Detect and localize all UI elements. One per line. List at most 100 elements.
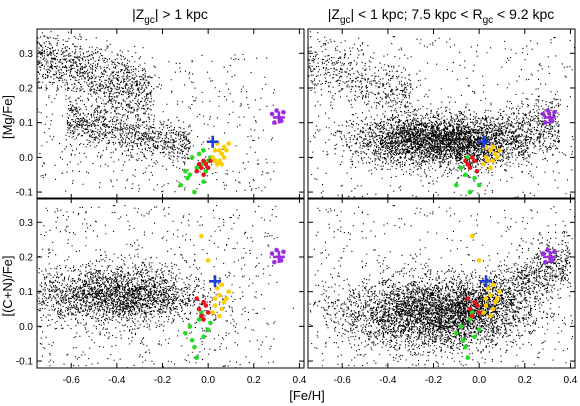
- data-point: [483, 155, 489, 160]
- cross-marker: [272, 111, 285, 124]
- data-point: [278, 258, 284, 263]
- data-point: [488, 148, 493, 153]
- data-point: [185, 175, 190, 181]
- data-point: [226, 141, 231, 146]
- cross-marker: [480, 275, 492, 288]
- data-point: [552, 249, 557, 255]
- panels: -0.1 0.0 0.1 0.2 0.3 -0.6 -0.4 -0.2 0.0 0.2 0.4-0.…: [16, 28, 578, 386]
- series-0: [37, 31, 277, 193]
- data-point: [497, 289, 502, 294]
- plot-area-bottom-left: [37, 205, 294, 368]
- field-star-dots: [37, 31, 277, 193]
- data-point: [224, 148, 229, 153]
- data-point: [194, 168, 200, 174]
- series-5: [543, 250, 556, 263]
- data-point: [203, 303, 209, 308]
- data-point: [488, 313, 493, 319]
- data-point: [474, 303, 480, 308]
- plot-area-bottom-right: [308, 205, 575, 368]
- data-point: [490, 282, 496, 288]
- panel-frame: [307, 197, 576, 369]
- data-point: [495, 155, 500, 160]
- data-point: [463, 172, 468, 178]
- data-point: [201, 148, 206, 153]
- data-point: [492, 151, 498, 157]
- x-tick-label: -0.6: [63, 375, 81, 386]
- data-point: [196, 162, 202, 167]
- plot-area-top-left: [37, 31, 286, 195]
- data-point: [472, 334, 477, 340]
- series-2: [463, 155, 480, 174]
- data-point: [178, 182, 184, 188]
- x-tick-label: -0.2: [425, 375, 443, 386]
- x-axis-label: [Fe/H]: [289, 388, 324, 403]
- series-6: [269, 247, 286, 265]
- x-tick-label: -0.4: [379, 375, 397, 386]
- data-point: [488, 292, 493, 298]
- y-tick-label: 0.3: [19, 49, 33, 60]
- data-point: [221, 155, 227, 160]
- data-point: [481, 162, 487, 167]
- data-point: [214, 162, 220, 167]
- data-point: [495, 296, 500, 301]
- panel-top-left: -0.1 0.0 0.1 0.2 0.3: [16, 28, 305, 200]
- y-tick-label: -0.1: [16, 357, 34, 368]
- series-5: [272, 250, 285, 263]
- series-6: [269, 108, 286, 125]
- data-point: [492, 299, 498, 305]
- data-point: [194, 165, 200, 171]
- data-point: [543, 120, 548, 125]
- data-point: [460, 337, 466, 343]
- data-point: [483, 296, 489, 301]
- data-point: [201, 172, 206, 178]
- x-tick-label: -0.6: [334, 375, 352, 386]
- panel-frame: [307, 28, 576, 200]
- data-point: [219, 151, 225, 157]
- data-point: [458, 165, 464, 171]
- cross-marker: [477, 135, 490, 148]
- data-point: [210, 310, 216, 315]
- data-point: [205, 165, 211, 171]
- data-point: [183, 168, 188, 174]
- series-5: [543, 111, 556, 124]
- x-tick-label: 0.4: [563, 375, 577, 386]
- series-1: [454, 310, 482, 360]
- data-point: [196, 151, 202, 157]
- title-right: |Zgc| < 1 kpc; 7.5 kpc < Rgc < 9.2 kpc: [328, 6, 554, 26]
- data-point: [194, 296, 200, 301]
- data-point: [465, 155, 471, 160]
- data-point: [201, 158, 206, 164]
- data-point: [278, 118, 284, 124]
- x-tick-label: 0.2: [247, 375, 261, 386]
- data-point: [281, 249, 286, 255]
- data-point: [272, 259, 277, 265]
- data-point: [205, 327, 211, 333]
- data-point: [540, 251, 546, 256]
- series-3: [210, 141, 231, 167]
- data-point: [199, 165, 204, 171]
- data-point: [490, 306, 496, 312]
- data-point: [465, 162, 471, 167]
- x-tick-label: 0.2: [518, 375, 532, 386]
- data-point: [183, 331, 188, 336]
- y-tick-label: 0.0: [19, 153, 33, 164]
- data-point: [205, 310, 211, 315]
- series-6: [540, 108, 557, 125]
- data-point: [474, 168, 480, 174]
- data-point: [189, 337, 195, 343]
- data-point: [212, 148, 218, 153]
- data-point: [549, 258, 555, 263]
- panel-bottom-left: -0.6 -0.4 -0.2 0.0 0.2 0.4 -0.1 0.0 0.1 0.2 0.3: [16, 197, 307, 386]
- data-point: [540, 111, 546, 117]
- y-tick-label: -0.1: [16, 188, 34, 199]
- cross-marker: [543, 111, 556, 124]
- data-point: [274, 108, 279, 113]
- series-4: [477, 135, 490, 148]
- data-point: [463, 344, 468, 350]
- data-point: [490, 144, 496, 150]
- data-point: [470, 313, 475, 319]
- y-tick-label: 0.1: [19, 118, 33, 129]
- data-point: [465, 355, 471, 360]
- data-point: [219, 162, 225, 167]
